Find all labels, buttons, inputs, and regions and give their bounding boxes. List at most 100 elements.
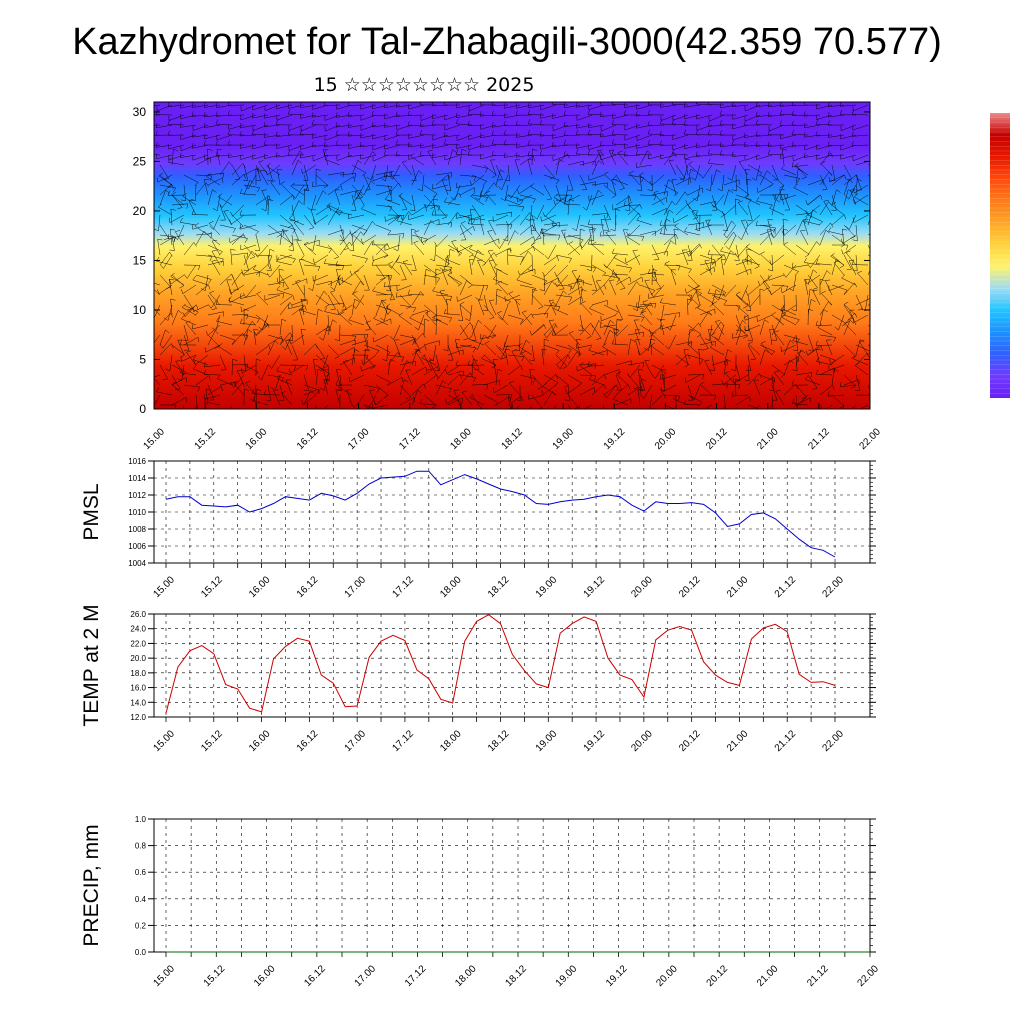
wind-barb-flag: [256, 291, 262, 295]
wind-barb: [565, 184, 569, 201]
wind-barb: [255, 254, 272, 257]
wind-barb-flag: [389, 275, 393, 281]
wind-barb: [588, 113, 605, 116]
wind-barb-flag: [259, 169, 265, 172]
wind-barb: [264, 134, 281, 138]
wind-barb: [351, 160, 359, 176]
wind-barb: [843, 304, 857, 316]
wind-barb-flag: [696, 407, 698, 409]
wind-barb: [759, 319, 765, 336]
wind-barb-flag: [541, 348, 547, 351]
wind-barb: [485, 192, 497, 206]
wind-barb: [845, 252, 857, 266]
wind-barb-flag: [414, 326, 419, 331]
wind-barb-flag: [208, 221, 214, 224]
wind-barb-flag: [558, 234, 561, 240]
wind-barb-flag: [317, 368, 323, 372]
wind-barb-flag: [755, 141, 758, 147]
wind-barb: [429, 360, 437, 376]
wind-barb: [704, 360, 713, 376]
y-axis-label: PMSL: [80, 483, 103, 540]
wind-barb: [354, 394, 365, 409]
wind-barb: [530, 204, 533, 221]
wind-barb: [816, 123, 833, 126]
wind-barb: [240, 154, 257, 160]
wind-barb-flag: [663, 393, 666, 399]
wind-barb-flag: [230, 382, 234, 388]
wind-barb: [352, 293, 365, 306]
wind-barb: [843, 174, 857, 186]
wind-barb: [168, 161, 185, 166]
wind-barb-flag: [586, 269, 592, 272]
wind-barb-flag: [590, 323, 594, 328]
wind-barb: [444, 313, 461, 316]
wind-barb-flag: [485, 197, 489, 202]
wind-barb-flag: [300, 152, 302, 158]
wind-barb-flag: [269, 248, 275, 252]
wind-barb-flag: [738, 384, 741, 390]
wind-barb: [588, 364, 605, 367]
wind-barb: [723, 214, 728, 231]
wind-barb: [435, 380, 443, 396]
wind-barb-flag: [216, 149, 222, 151]
wind-barb: [828, 394, 845, 397]
wind-barb-flag: [276, 366, 280, 371]
wind-barb: [747, 164, 763, 173]
wind-barb: [567, 234, 584, 241]
wind-barb: [241, 104, 257, 112]
wind-barb-flag: [648, 293, 650, 299]
wind-barb: [510, 184, 521, 199]
wind-barb: [277, 169, 281, 186]
wind-barb: [744, 144, 761, 147]
wind-barb-flag: [717, 257, 723, 260]
wind-barb-flag: [836, 418, 840, 421]
wind-barb: [759, 229, 776, 236]
wind-barb: [855, 339, 861, 356]
wind-barb-flag: [388, 261, 394, 265]
wind-barb: [373, 174, 389, 182]
wind-barb-flag: [357, 159, 362, 164]
wind-barb-flag: [638, 368, 644, 371]
wind-barb-flag: [348, 376, 350, 382]
wind-barb-flag: [596, 338, 602, 340]
wind-barb-flag: [494, 182, 498, 188]
wind-barb: [817, 327, 833, 336]
wind-barb: [471, 354, 480, 370]
wind-barb: [218, 196, 233, 206]
wind-barb-flag: [258, 160, 264, 163]
wind-barb-flag: [533, 155, 535, 161]
wind-barb: [636, 134, 653, 141]
wind-barb-flag: [690, 177, 692, 183]
wind-barb: [519, 251, 529, 266]
wind-barb-flag: [711, 203, 715, 208]
wind-barb-flag: [827, 112, 830, 118]
wind-barb-flag: [244, 308, 249, 311]
wind-barb-flag: [698, 322, 702, 328]
wind-barb-flag: [173, 237, 176, 242]
wind-barb-flag: [774, 330, 780, 333]
wind-barb: [699, 201, 716, 206]
wind-barb: [684, 104, 701, 108]
wind-barb: [375, 264, 386, 279]
wind-barb-flag: [330, 308, 336, 311]
wind-barb: [373, 318, 389, 326]
wind-barb: [745, 104, 761, 112]
wind-barb: [470, 195, 485, 206]
wind-barb-flag: [276, 285, 281, 291]
wind-barb-flag: [716, 169, 721, 173]
wind-barb: [771, 304, 786, 314]
wind-barb-flag: [791, 162, 794, 168]
wind-barb-flag: [848, 189, 853, 193]
wind-barb: [771, 284, 788, 287]
wind-barb: [541, 214, 557, 222]
wind-barb: [295, 184, 305, 199]
wind-barb-flag: [179, 340, 182, 345]
wind-barb-flag: [156, 122, 158, 128]
wind-barb: [461, 392, 473, 406]
wind-barb-flag: [337, 309, 340, 315]
wind-barb: [300, 144, 317, 150]
wind-barb-flag: [525, 340, 530, 344]
wind-barb: [363, 354, 377, 365]
wind-barb: [265, 194, 269, 211]
wind-barb: [386, 344, 389, 361]
